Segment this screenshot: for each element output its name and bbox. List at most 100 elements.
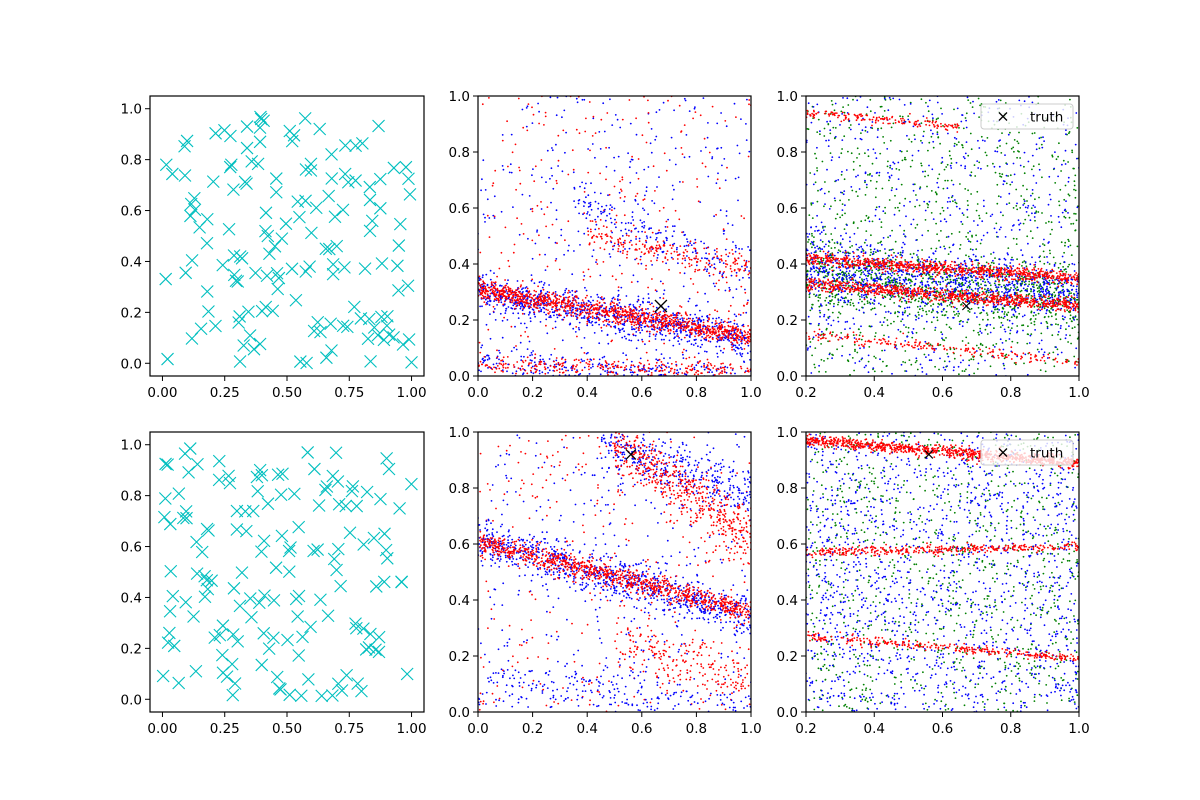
red-point — [608, 311, 611, 313]
x-tick-label: 0.75 — [334, 385, 364, 401]
red-point — [693, 257, 696, 260]
blue-point — [930, 359, 933, 362]
red-point — [712, 367, 715, 369]
green-point — [978, 217, 981, 220]
blue-point — [650, 377, 652, 379]
blue-point — [512, 304, 515, 307]
blue-point — [973, 112, 975, 115]
red-point — [543, 363, 546, 366]
blue-point — [909, 103, 912, 105]
blue-point — [594, 200, 597, 203]
blue-point — [513, 346, 515, 349]
green-point — [1007, 326, 1010, 329]
blue-point — [964, 152, 967, 155]
blue-point — [902, 233, 905, 236]
blue-point — [545, 181, 547, 184]
red-point — [567, 289, 570, 292]
green-point — [1012, 207, 1015, 209]
blue-point — [489, 278, 492, 281]
green-point — [992, 162, 994, 165]
blue-point — [1032, 204, 1035, 207]
red-point — [574, 290, 577, 293]
red-point — [619, 238, 622, 240]
green-point — [859, 331, 862, 334]
red-point — [699, 330, 702, 333]
red-point — [708, 313, 711, 316]
blue-point — [632, 334, 635, 337]
red-point — [648, 312, 651, 314]
green-point — [809, 309, 812, 312]
green-point — [966, 216, 969, 219]
blue-point — [680, 338, 683, 341]
blue-point — [608, 208, 611, 210]
blue-point — [593, 332, 596, 334]
red-point — [636, 318, 639, 321]
red-point — [614, 311, 617, 314]
green-point — [959, 244, 962, 246]
green-point — [918, 314, 920, 316]
green-point — [826, 357, 829, 360]
blue-point — [624, 248, 626, 250]
green-point — [881, 187, 884, 190]
red-point — [596, 300, 599, 302]
blue-point — [606, 333, 609, 336]
red-point — [522, 233, 525, 235]
red-point — [595, 259, 598, 261]
red-point — [575, 301, 578, 304]
green-point — [867, 155, 870, 158]
red-point — [626, 256, 628, 259]
red-point — [595, 303, 598, 306]
blue-point — [665, 382, 667, 384]
red-point — [697, 329, 700, 332]
red-point — [518, 166, 520, 169]
red-point — [597, 317, 600, 320]
blue-point — [561, 170, 564, 173]
blue-point — [673, 230, 675, 233]
red-point — [505, 284, 507, 287]
red-point — [576, 304, 578, 307]
blue-point — [947, 197, 950, 199]
blue-point — [705, 270, 708, 273]
blue-point — [1024, 206, 1027, 209]
sample-x-marker — [365, 214, 379, 228]
blue-point — [688, 110, 691, 112]
red-point — [728, 333, 730, 335]
blue-point — [807, 347, 809, 350]
blue-point — [578, 373, 580, 376]
plot-area — [806, 96, 1079, 376]
red-point — [575, 128, 578, 131]
green-point — [830, 205, 832, 208]
y-tick-label: 0.0 — [449, 369, 470, 385]
green-point — [950, 232, 953, 235]
blue-point — [543, 360, 545, 363]
blue-point — [980, 332, 983, 334]
green-point — [963, 370, 966, 372]
blue-point — [662, 250, 665, 253]
blue-point — [591, 324, 594, 327]
green-point — [893, 251, 895, 254]
sample-x-marker — [349, 139, 363, 153]
red-point — [502, 303, 505, 306]
sample-x-marker — [159, 158, 173, 172]
red-point — [524, 305, 527, 308]
green-point — [958, 127, 960, 129]
red-point — [547, 298, 550, 300]
blue-point — [1050, 215, 1052, 217]
red-point — [706, 246, 709, 249]
green-point — [898, 209, 901, 212]
blue-point — [735, 396, 737, 398]
blue-point — [665, 230, 667, 232]
red-point — [709, 335, 712, 338]
blue-point — [874, 112, 876, 114]
sample-x-marker — [200, 285, 214, 298]
red-point — [669, 370, 672, 372]
red-point — [584, 130, 587, 133]
sample-x-marker — [341, 175, 355, 189]
red-point — [724, 120, 727, 122]
green-point — [1051, 155, 1054, 158]
blue-point — [728, 321, 730, 324]
green-point — [1015, 205, 1018, 207]
red-point — [676, 258, 679, 260]
blue-point — [606, 214, 608, 217]
green-point — [898, 169, 901, 171]
